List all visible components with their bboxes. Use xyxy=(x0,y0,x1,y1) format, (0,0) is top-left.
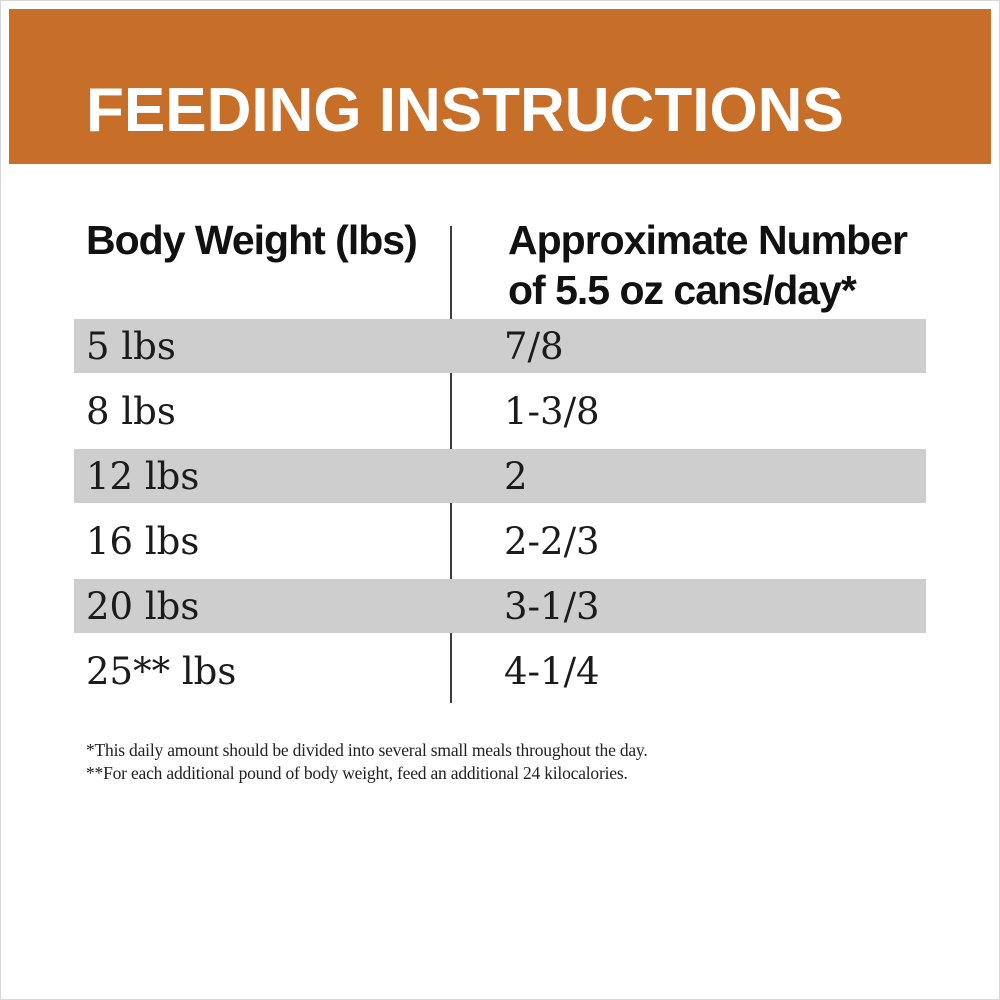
table-row: 12 lbs 2 xyxy=(74,449,926,503)
body-weight-cell: 20 lbs xyxy=(86,584,200,628)
body-weight-cell: 25** lbs xyxy=(86,649,237,693)
cans-per-day-cell: 1-3/8 xyxy=(504,389,600,433)
column-header-body-weight: Body Weight (lbs) xyxy=(86,217,418,263)
column-header-cans-line1: Approximate Number xyxy=(508,217,908,263)
table-row: 20 lbs 3-1/3 xyxy=(74,579,926,633)
cans-per-day-cell: 4-1/4 xyxy=(504,649,600,693)
footnote-daily-amount: *This daily amount should be divided int… xyxy=(86,740,648,760)
cans-per-day-cell: 3-1/3 xyxy=(504,584,600,628)
footnote-additional-weight: **For each additional pound of body weig… xyxy=(86,763,628,783)
body-weight-cell: 5 lbs xyxy=(86,324,176,368)
table-row: 8 lbs 1-3/8 xyxy=(74,373,926,449)
column-header-cans-line2: of 5.5 oz cans/day* xyxy=(508,267,857,313)
header-banner: FEEDING INSTRUCTIONS xyxy=(9,9,991,164)
body-weight-cell: 12 lbs xyxy=(86,454,200,498)
table-row: 25** lbs 4-1/4 xyxy=(74,633,926,709)
column-header-cans-per-day: Approximate Number of 5.5 oz cans/day* xyxy=(508,215,908,315)
table-row: 16 lbs 2-2/3 xyxy=(74,503,926,579)
body-weight-cell: 16 lbs xyxy=(86,519,200,563)
footnotes-block: *This daily amount should be divided int… xyxy=(86,739,648,785)
body-weight-cell: 8 lbs xyxy=(86,389,176,433)
feeding-table-rows: 5 lbs 7/8 8 lbs 1-3/8 12 lbs 2 16 lbs 2-… xyxy=(74,319,926,709)
cans-per-day-cell: 7/8 xyxy=(504,324,564,368)
page-title: FEEDING INSTRUCTIONS xyxy=(86,76,844,145)
cans-per-day-cell: 2 xyxy=(504,454,528,498)
table-row: 5 lbs 7/8 xyxy=(74,319,926,373)
cans-per-day-cell: 2-2/3 xyxy=(504,519,600,563)
